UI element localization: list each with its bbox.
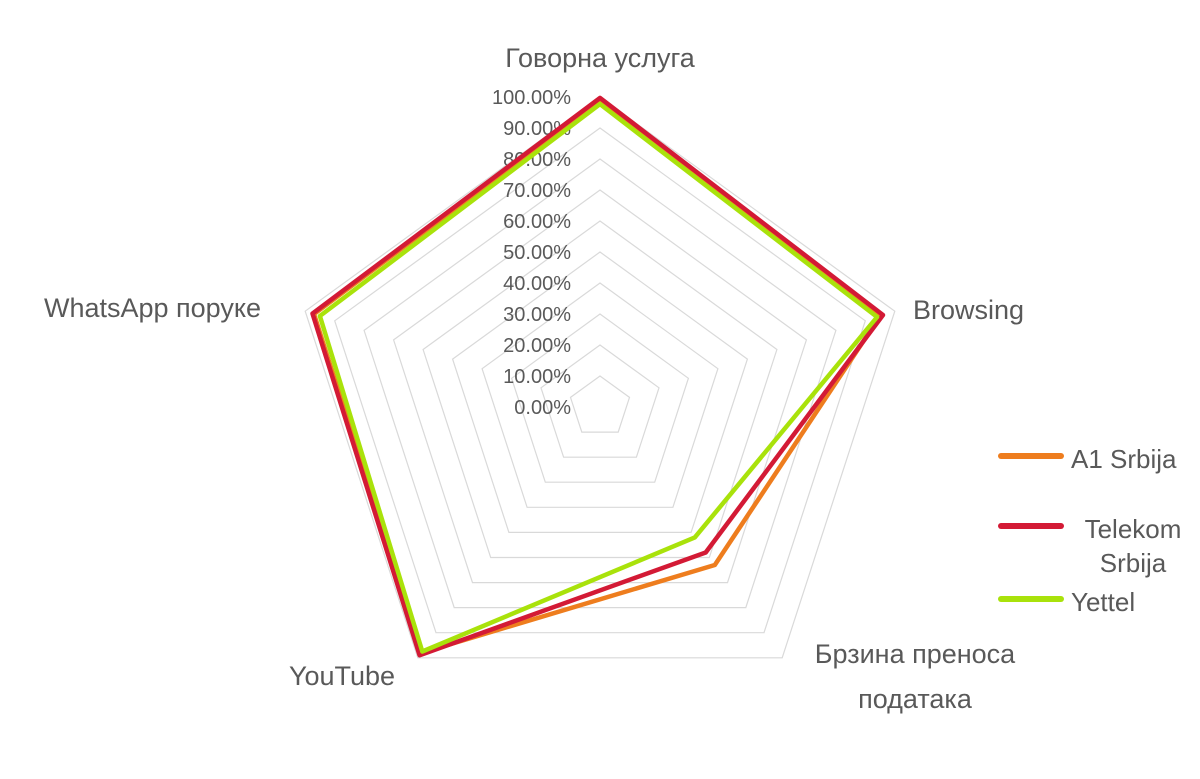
chart-legend: A1 Srbija Telekom Srbija Yettel — [998, 0, 1198, 779]
legend-item-yettel: Yettel — [998, 585, 1135, 619]
tick-label: 0.00% — [514, 397, 571, 419]
axis-label-browsing: Browsing — [913, 295, 1025, 325]
grid-ring — [451, 251, 749, 534]
tick-label: 60.00% — [503, 211, 571, 233]
legend-label: Telekom Srbija — [1084, 514, 1182, 578]
legend-label: Yettel — [1071, 587, 1136, 617]
grid-ring — [510, 313, 690, 483]
grid-ring — [540, 344, 660, 458]
grid-ring — [333, 127, 867, 634]
tick-label: 70.00% — [503, 180, 571, 202]
legend-item-telekom-srbija: Telekom Srbija — [998, 512, 1195, 580]
tick-label: 30.00% — [503, 304, 571, 326]
axis-label-data-transfer-speed: Брзина преноса података — [814, 639, 1016, 714]
tick-label: 50.00% — [503, 242, 571, 264]
legend-label: A1 Srbija — [1071, 444, 1177, 474]
axis-label-youtube: YouTube — [288, 661, 396, 691]
legend-swatch-telekom-srbija — [998, 523, 1064, 529]
grid-ring — [392, 189, 808, 584]
legend-item-a1-srbija: A1 Srbija — [998, 442, 1177, 476]
tick-label: 40.00% — [503, 273, 571, 295]
series-telekom-srbija — [310, 95, 886, 658]
axis-label-whatsapp-messages: WhatsApp поруке — [43, 293, 262, 323]
axis-label-voice-service: Говорна услуга — [505, 43, 695, 73]
tick-label: 10.00% — [503, 366, 571, 388]
series-yettel — [317, 101, 880, 654]
legend-swatch-yettel — [998, 596, 1064, 602]
grid-ring — [569, 375, 631, 433]
grid-ring — [481, 282, 719, 508]
grid-ring — [304, 96, 896, 659]
grid-ring — [422, 220, 778, 559]
tick-label: 20.00% — [503, 335, 571, 357]
legend-swatch-a1-srbija — [998, 453, 1064, 459]
grid-ring — [363, 158, 837, 609]
tick-label: 100.00% — [492, 87, 571, 109]
